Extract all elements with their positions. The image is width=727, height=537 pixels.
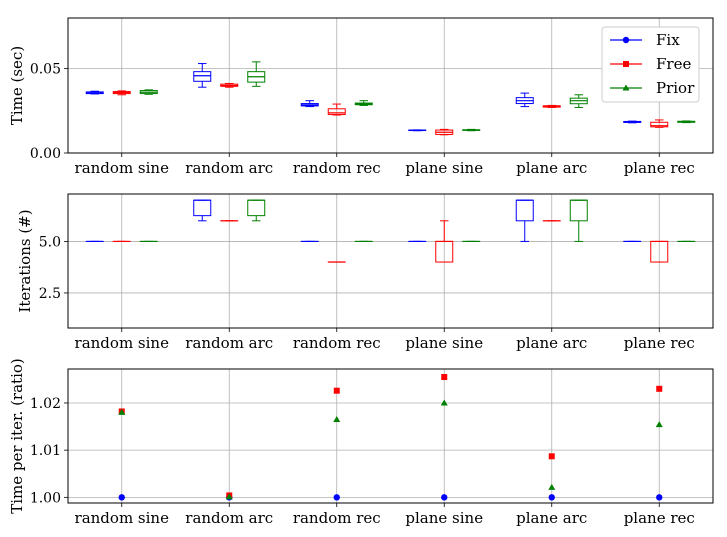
box-iqr <box>650 121 669 128</box>
x-tick-label: random rec <box>293 509 381 527</box>
point-prior <box>118 408 126 415</box>
x-tick-label: random rec <box>293 159 381 177</box>
box-fix <box>515 199 534 242</box>
plot-frame <box>67 17 714 154</box>
point-prior <box>655 421 663 428</box>
box-prior <box>677 120 696 124</box>
point-fix <box>441 494 448 501</box>
x-tick-label: plane rec <box>624 509 695 527</box>
x-tick-label: plane rec <box>624 334 695 352</box>
box-free <box>435 128 454 136</box>
legend: Fix Free Prior <box>601 26 700 103</box>
box-iqr <box>327 108 346 116</box>
box-fix <box>193 199 212 222</box>
x-tick-label: plane arc <box>516 159 587 177</box>
point-free <box>656 385 663 392</box>
box-free <box>327 103 346 116</box>
x-tick-label: plane rec <box>624 159 695 177</box>
legend-entry-prior: Prior <box>610 79 695 97</box>
panel-3: random sine random arc random rec plane sin… <box>8 358 714 527</box>
point-free <box>333 387 340 394</box>
x-tick-label: random sine <box>75 509 170 527</box>
point-fix <box>548 494 555 501</box>
box-fix <box>85 90 104 95</box>
x-tick-label: plane arc <box>516 334 587 352</box>
y-axis-label: Iterations (#) <box>16 209 34 312</box>
panel-1: random sine random arc random rec plane sin… <box>8 17 714 177</box>
legend-entry-free: Free <box>610 55 691 73</box>
y-tick-label: 1.02 <box>30 396 61 412</box>
box-iqr <box>193 71 212 82</box>
box-free <box>650 240 669 263</box>
box-prior <box>139 89 158 95</box>
box-iqr <box>569 199 588 222</box>
y-tick-label: 0.00 <box>30 146 61 162</box>
legend-marker-fix <box>622 36 630 44</box>
box-iqr <box>193 199 212 217</box>
point-free <box>548 453 555 460</box>
legend-marker-prior <box>622 84 630 91</box>
x-tick-label: plane sine <box>405 159 483 177</box>
plot-frame <box>67 193 714 329</box>
panels: random sine random arc random rec plane sin… <box>8 17 714 527</box>
y-tick-label: 0.05 <box>30 62 61 78</box>
box-fix <box>623 120 642 124</box>
x-tick-label: random sine <box>75 159 170 177</box>
box-fix <box>300 100 319 108</box>
legend-label-free: Free <box>656 55 691 73</box>
point-prior <box>548 483 556 490</box>
x-tick-label: random arc <box>185 334 273 352</box>
box-fix <box>515 92 534 108</box>
y-tick-label: 1.00 <box>30 490 61 506</box>
y-tick-label: 1.01 <box>30 443 61 459</box>
x-tick-label: plane sine <box>405 509 483 527</box>
y-tick-label: 2.5 <box>39 286 61 302</box>
x-tick-label: random sine <box>75 334 170 352</box>
legend-box <box>601 26 700 103</box>
point-fix <box>656 494 663 501</box>
x-tick-label: random arc <box>185 509 273 527</box>
point-prior <box>440 399 448 406</box>
plot-frame <box>67 368 714 504</box>
box-iqr <box>247 199 266 217</box>
box-free <box>112 90 131 96</box>
box-prior <box>462 128 481 132</box>
box-prior <box>247 61 266 87</box>
legend-label-fix: Fix <box>656 31 680 49</box>
box-free <box>435 220 454 263</box>
box-free <box>650 119 669 128</box>
y-axis-label: Time per iter. (ratio) <box>8 358 26 514</box>
panel-2: random sine random arc random rec plane sin… <box>16 193 714 352</box>
x-tick-label: plane arc <box>516 509 587 527</box>
legend-entry-fix: Fix <box>610 31 680 49</box>
y-axis-label: Time (sec) <box>8 46 26 125</box>
x-tick-label: random rec <box>293 334 381 352</box>
legend-marker-free <box>623 61 629 67</box>
point-prior <box>333 415 341 422</box>
point-free <box>441 374 448 381</box>
box-prior <box>569 199 588 242</box>
legend-label-prior: Prior <box>656 79 695 97</box>
point-prior <box>225 493 233 500</box>
x-tick-label: random arc <box>185 159 273 177</box>
box-free <box>220 82 239 88</box>
box-free <box>542 104 561 108</box>
box-prior <box>569 94 588 108</box>
point-fix <box>118 494 125 501</box>
y-tick-label: 5.0 <box>39 234 61 250</box>
x-tick-label: plane sine <box>405 334 483 352</box>
box-prior <box>354 100 373 106</box>
box-fix <box>408 129 427 132</box>
box-fix <box>193 63 212 88</box>
box-iqr <box>515 199 534 222</box>
box-prior <box>247 199 266 222</box>
point-fix <box>333 494 340 501</box>
